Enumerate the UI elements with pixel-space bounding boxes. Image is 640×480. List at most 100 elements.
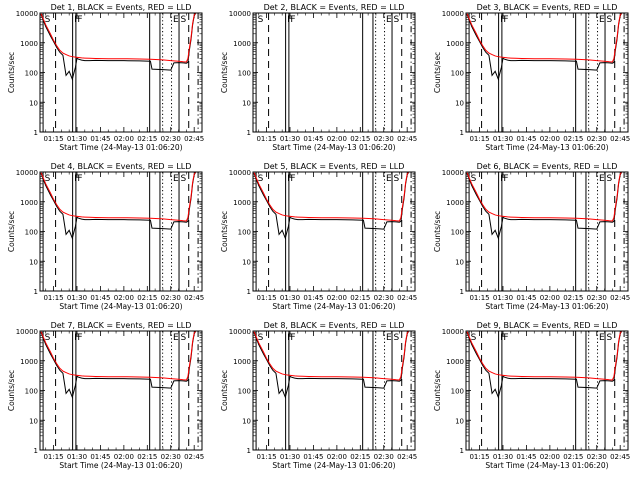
- flag-label: S: [471, 15, 477, 25]
- events-line: [466, 331, 623, 399]
- x-tick-label: 01:15: [469, 294, 489, 302]
- flag-label: S: [471, 174, 477, 184]
- flag-label: S: [607, 333, 613, 343]
- y-tick-label: 1: [34, 129, 38, 137]
- y-axis-label: Counts/sec: [220, 211, 229, 252]
- panel-title: Det 7, BLACK = Events, RED = LLD: [51, 321, 192, 330]
- plot-area: S FF E S: [40, 172, 199, 291]
- x-tick-label: 01:45: [90, 453, 110, 461]
- lld-line: [466, 172, 623, 222]
- y-axis-label: Counts/sec: [220, 370, 229, 411]
- panel-det-9: Det 9, BLACK = Events, RED = LLD 1 10 100 10…: [433, 321, 630, 470]
- flag-label: S: [45, 333, 51, 343]
- x-tick-label: 01:30: [280, 135, 300, 143]
- x-tick-label: 02:15: [350, 135, 370, 143]
- plot-area: S FF E S: [253, 172, 412, 291]
- flag-label: F: [77, 15, 82, 25]
- lld-line: [40, 172, 197, 222]
- x-tick-label: 02:00: [327, 453, 347, 461]
- x-tick-label: 02:45: [610, 453, 630, 461]
- events-line: [253, 172, 410, 240]
- y-tick-label: 1000: [20, 40, 38, 48]
- x-tick-label: 02:30: [161, 135, 181, 143]
- flag-label: E: [386, 333, 392, 343]
- x-tick-label: 01:30: [493, 453, 513, 461]
- y-tick-label: 10: [242, 417, 251, 425]
- flag-label: E: [599, 174, 605, 184]
- x-tick-label: 02:00: [540, 453, 560, 461]
- y-tick-label: 1: [247, 447, 251, 455]
- flag-label: S: [471, 333, 477, 343]
- x-tick-label: 02:15: [137, 135, 157, 143]
- flag-label: F: [503, 15, 508, 25]
- flag-label: E: [173, 174, 179, 184]
- x-axis-label: Start Time (24-May-13 01:06:20): [59, 461, 182, 470]
- panel-det-6: Det 6, BLACK = Events, RED = LLD 1 10 100 10…: [433, 162, 630, 311]
- plot-frame: [39, 330, 203, 451]
- y-tick-label: 1000: [233, 40, 251, 48]
- events-line: [253, 331, 410, 399]
- flag-label: F: [290, 174, 295, 184]
- flag-label: S: [258, 15, 264, 25]
- x-tick-label: 01:45: [516, 453, 536, 461]
- plot-frame: [252, 12, 416, 133]
- events-line: [40, 331, 197, 399]
- plot-frame: [465, 12, 629, 133]
- y-tick-label: 1000: [233, 358, 251, 366]
- plot-area: S FF E S: [40, 331, 199, 450]
- y-tick-label: 10000: [16, 169, 38, 177]
- x-tick-label: 01:15: [256, 294, 276, 302]
- flag-label: F: [290, 333, 295, 343]
- x-tick-label: 01:45: [90, 294, 110, 302]
- y-tick-label: 1: [460, 288, 464, 296]
- y-tick-label: 100: [238, 70, 251, 78]
- y-tick-label: 10000: [229, 169, 251, 177]
- y-tick-label: 10: [455, 258, 464, 266]
- x-tick-label: 01:30: [67, 294, 87, 302]
- flag-label: S: [181, 174, 187, 184]
- flag-label: F: [290, 15, 295, 25]
- flag-label: S: [394, 333, 400, 343]
- flag-label: S: [181, 15, 187, 25]
- x-axis-label: Start Time (24-May-13 01:06:20): [272, 143, 395, 152]
- y-tick-label: 100: [451, 388, 464, 396]
- x-tick-label: 02:30: [587, 294, 607, 302]
- y-tick-label: 1000: [446, 199, 464, 207]
- x-tick-label: 02:45: [610, 294, 630, 302]
- flag-label: S: [607, 15, 613, 25]
- panel-title: Det 6, BLACK = Events, RED = LLD: [477, 162, 618, 171]
- y-axis-label: Counts/sec: [7, 52, 16, 93]
- flag-label: S: [258, 174, 264, 184]
- plot-frame: [39, 12, 203, 133]
- x-axis-label: Start Time (24-May-13 01:06:20): [59, 143, 182, 152]
- y-tick-label: 1: [34, 447, 38, 455]
- flag-label: F: [74, 333, 79, 343]
- x-tick-label: 01:45: [303, 135, 323, 143]
- x-tick-label: 02:00: [540, 294, 560, 302]
- x-tick-label: 02:30: [587, 453, 607, 461]
- panel-det-3: Det 3, BLACK = Events, RED = LLD 1 10 100 10…: [433, 3, 630, 152]
- x-axis-label: Start Time (24-May-13 01:06:20): [485, 461, 608, 470]
- flag-label: S: [258, 333, 264, 343]
- y-axis-label: Counts/sec: [433, 211, 442, 252]
- x-tick-label: 02:45: [610, 135, 630, 143]
- x-tick-label: 01:45: [303, 453, 323, 461]
- x-tick-label: 01:30: [493, 135, 513, 143]
- y-tick-label: 10: [29, 417, 38, 425]
- flag-label: F: [500, 333, 505, 343]
- y-tick-label: 1000: [20, 358, 38, 366]
- y-tick-label: 10000: [229, 10, 251, 18]
- y-tick-label: 1: [460, 129, 464, 137]
- flag-label: F: [287, 15, 292, 25]
- panel-det-2: Det 2, BLACK = Events, RED = LLD 1 10 100 10…: [220, 3, 417, 152]
- x-tick-label: 02:15: [563, 135, 583, 143]
- flag-label: F: [287, 333, 292, 343]
- y-tick-label: 10000: [16, 328, 38, 336]
- x-tick-label: 01:30: [280, 294, 300, 302]
- plot-area: S FF E S: [40, 13, 199, 132]
- flag-label: F: [500, 174, 505, 184]
- plot-area: S FF E S: [255, 13, 412, 132]
- plot-frame: [39, 171, 203, 292]
- panel-title: Det 3, BLACK = Events, RED = LLD: [477, 3, 618, 12]
